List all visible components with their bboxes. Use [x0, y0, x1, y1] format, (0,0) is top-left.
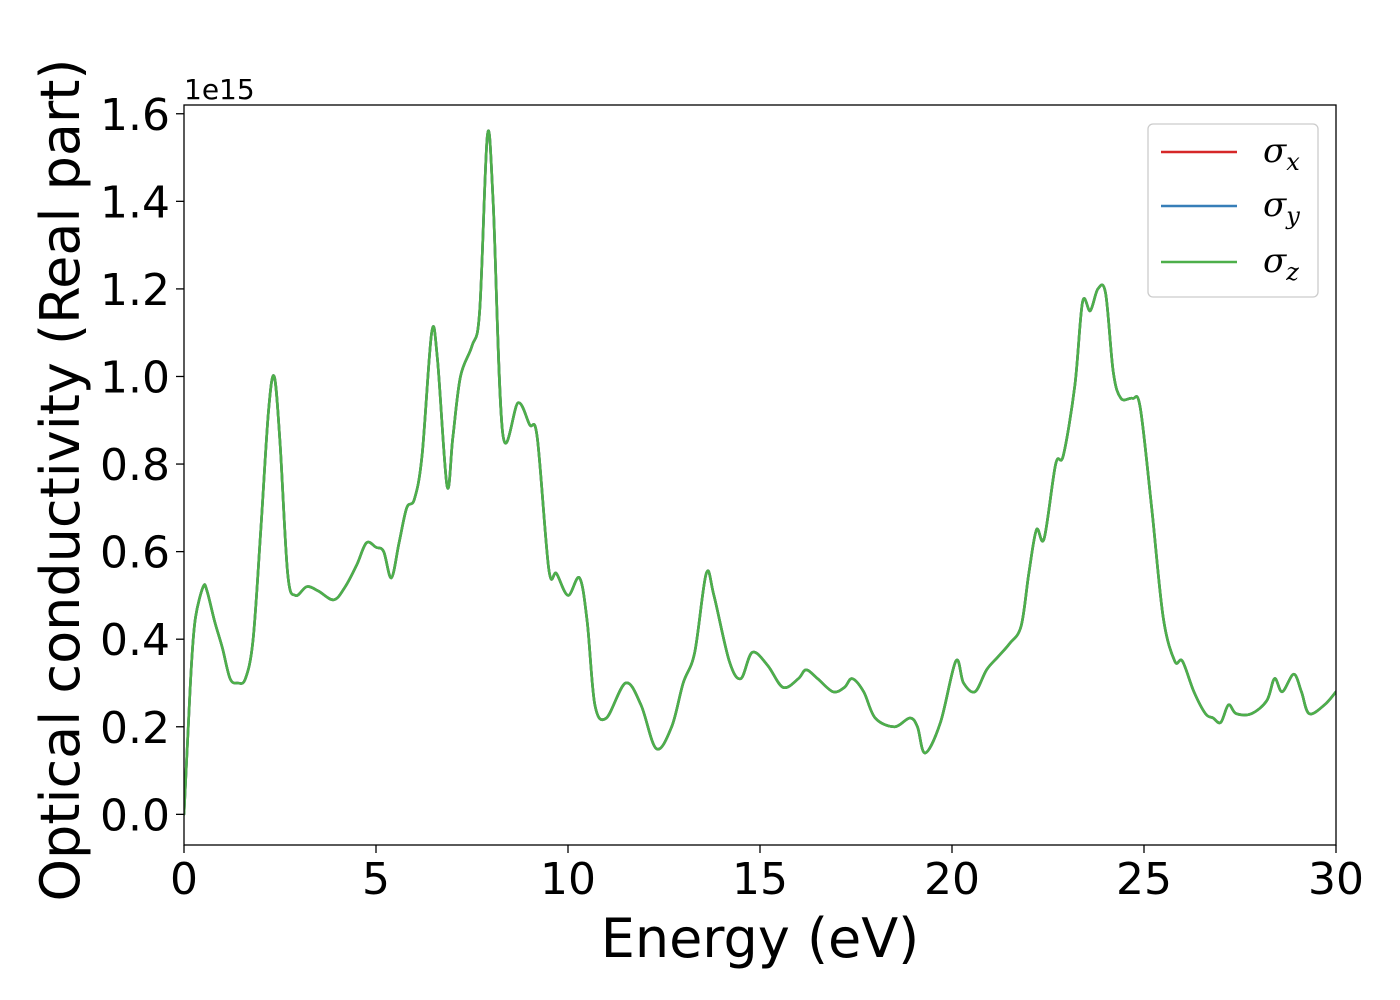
- y-tick-label: 1.0: [100, 352, 170, 403]
- x-tick-label: 25: [1116, 854, 1172, 905]
- x-tick-label: 30: [1308, 854, 1364, 905]
- x-tick-label: 5: [362, 854, 390, 905]
- series-line-z: [184, 129, 1336, 816]
- x-axis-label: Energy (eV): [601, 907, 920, 970]
- y-tick-label: 0.4: [100, 615, 170, 666]
- y-tick-label: 0.0: [100, 790, 170, 841]
- y-tick-label: 1.6: [100, 90, 170, 141]
- y-axis-label: Optical conductivity (Real part): [29, 59, 92, 902]
- y-tick-label: 0.8: [100, 440, 170, 491]
- legend-label-z: σz: [1263, 241, 1299, 286]
- x-tick-label: 10: [540, 854, 596, 905]
- y-tick-label: 1.4: [100, 177, 170, 228]
- y-tick-label: 0.6: [100, 528, 170, 579]
- legend: σx σy σz: [1147, 123, 1319, 298]
- y-offset-label: 1e15: [184, 73, 255, 106]
- x-tick-label: 0: [170, 854, 198, 905]
- x-tick-label: 15: [732, 854, 788, 905]
- legend-label-x: σx: [1263, 131, 1300, 176]
- plot-area: [184, 129, 1336, 816]
- axes: 0 5 10 15 20 25 30 0.0 0.2 0.4 0.6 0.8 1.0 1.2 1.4 1.6: [100, 90, 1364, 905]
- y-tick-label: 1.2: [100, 265, 170, 316]
- x-tick-label: 20: [924, 854, 980, 905]
- legend-box: [1147, 123, 1319, 298]
- legend-label-y: σy: [1263, 185, 1300, 230]
- y-tick-label: 0.2: [100, 703, 170, 754]
